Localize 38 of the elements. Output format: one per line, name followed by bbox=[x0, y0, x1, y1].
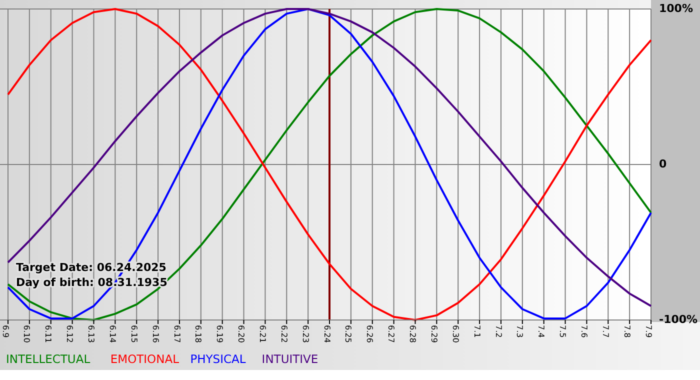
text: INTELLECTUAL bbox=[6, 352, 91, 366]
x-tick-label: 6.27 bbox=[386, 325, 396, 343]
x-tick-label: 6.22 bbox=[279, 325, 288, 343]
x-tick-label: 6.10 bbox=[22, 325, 32, 343]
text: EMOTIONAL bbox=[110, 352, 180, 366]
x-tick-label: 7.7 bbox=[600, 325, 610, 338]
x-tick-label: 6.16 bbox=[150, 325, 160, 343]
text: INTUITIVE bbox=[262, 352, 318, 366]
x-tick-label: 6.12 bbox=[65, 325, 74, 343]
x-tick-label: 6.21 bbox=[258, 325, 268, 343]
x-tick-label: 6.15 bbox=[129, 325, 138, 343]
x-tick-label: 7.9 bbox=[644, 325, 653, 338]
x-tick-label: 6.17 bbox=[172, 325, 182, 343]
x-tick-label: 7.4 bbox=[536, 325, 546, 338]
x-tick-label: 6.28 bbox=[408, 325, 418, 343]
y-tick-label: 100% bbox=[659, 2, 693, 16]
text: PHYSICAL bbox=[190, 352, 246, 366]
x-tick-label: 7.5 bbox=[558, 325, 568, 338]
x-tick-label: 7.6 bbox=[580, 325, 589, 338]
x-tick-label: 6.19 bbox=[215, 325, 224, 343]
x-tick-label: 6.30 bbox=[450, 325, 460, 343]
x-tick-label: 6.9 bbox=[0, 325, 10, 338]
y-tick-label: -100% bbox=[659, 313, 698, 326]
x-tick-label: 6.20 bbox=[236, 325, 246, 343]
x-tick-label: 6.26 bbox=[365, 325, 374, 343]
x-tick-label: 6.25 bbox=[344, 325, 353, 343]
x-tick-label: 7.3 bbox=[515, 325, 524, 338]
x-tick-label: 7.2 bbox=[494, 325, 503, 338]
x-tick-label: 6.14 bbox=[108, 325, 117, 343]
x-tick-label: 6.11 bbox=[44, 325, 53, 343]
y-tick-label: 0 bbox=[659, 158, 667, 171]
x-tick-label: 6.24 bbox=[322, 325, 332, 343]
x-tick-label: 6.29 bbox=[429, 325, 438, 343]
x-tick-label: 6.23 bbox=[300, 325, 310, 343]
x-tick-label: 6.18 bbox=[194, 325, 203, 343]
x-tick-label: 6.13 bbox=[86, 325, 96, 343]
x-tick-label: 7.1 bbox=[472, 325, 482, 338]
x-tick-label: 7.8 bbox=[622, 325, 632, 338]
